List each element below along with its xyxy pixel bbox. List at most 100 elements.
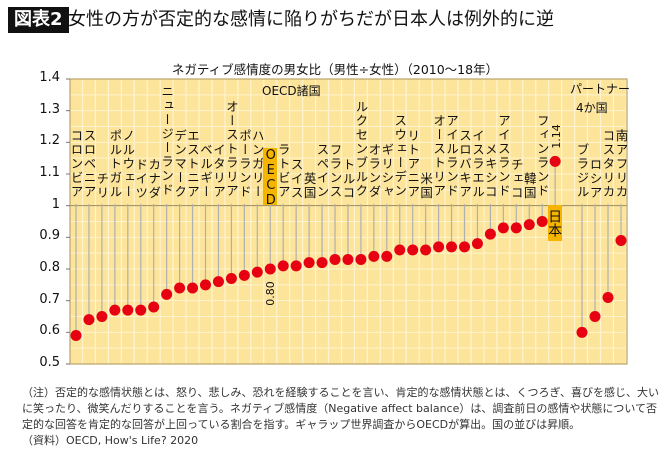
category-label: アイスランド	[495, 114, 511, 198]
category-label: ブラジル	[574, 143, 590, 199]
category-label: ギリシャ	[379, 143, 395, 199]
y-tick-label: 1	[51, 196, 60, 212]
notes: （注）否定的な感情状態とは、怒り、悲しみ、恐れを経験することを言い、肯定的な感情…	[22, 385, 662, 449]
category-label: ドイツ	[133, 157, 149, 200]
category-label: オーストリア	[431, 114, 447, 198]
category-label: ニュージーランド	[159, 85, 175, 197]
value-label-oecd: 0.80	[264, 281, 277, 306]
category-label: 米国	[418, 172, 434, 200]
category-label: スペイン	[314, 143, 330, 199]
data-point	[420, 244, 432, 256]
note-text: （注）否定的な感情状態とは、怒り、悲しみ、恐れを経験することを言い、肯定的な感情…	[22, 386, 660, 431]
category-label: オランダ	[366, 143, 382, 199]
category-label: エストニア	[185, 128, 201, 199]
data-point	[83, 314, 95, 326]
category-label: ラトビア	[275, 143, 291, 199]
chart-title: ネガティブ感情度の男女比（男性÷女性）（2010〜18年）	[171, 62, 499, 77]
data-point	[536, 216, 548, 227]
data-point	[394, 244, 406, 256]
data-point	[342, 254, 354, 265]
data-point	[238, 269, 250, 281]
y-tick-label: 0.6	[39, 323, 60, 339]
category-label: イタリア	[210, 143, 226, 199]
data-point	[200, 279, 211, 291]
data-point	[135, 304, 147, 316]
category-label: イスラエル	[469, 128, 485, 199]
data-point	[523, 219, 535, 231]
category-label: アイルランド	[444, 114, 460, 198]
y-tick-label: 1.3	[39, 101, 60, 117]
data-point	[96, 311, 108, 322]
data-point	[459, 241, 470, 253]
category-label: ロシア	[587, 157, 603, 200]
value-label-japan: 1.14	[549, 124, 563, 150]
group-label-oecd: OECD諸国	[262, 84, 321, 98]
data-point	[433, 241, 445, 253]
category-label: スロベニア	[81, 128, 97, 199]
data-point	[316, 257, 328, 269]
category-label-japan: 日本	[546, 205, 563, 241]
y-tick-label: 0.8	[39, 260, 60, 275]
category-label: ポルトガル	[107, 128, 123, 199]
category-label: スイス	[288, 157, 304, 200]
data-point	[187, 282, 199, 294]
data-point	[290, 260, 302, 272]
data-point	[161, 288, 173, 300]
data-point	[264, 263, 276, 275]
headline: 女性の方が否定的な感情に陥りがちだが日本人は例外的に逆	[68, 9, 554, 30]
category-label: ポーランド	[236, 128, 252, 199]
category-label: コスタリカ	[600, 128, 616, 199]
category-label: スロバキア	[457, 128, 472, 199]
data-point	[225, 273, 237, 284]
category-label-oecd: OECD	[263, 148, 279, 208]
category-label: フランス	[327, 143, 343, 199]
data-point	[381, 250, 393, 262]
group-label-partner-line1: パートナー	[570, 82, 631, 96]
y-tick-label: 1.2	[39, 133, 60, 149]
data-point	[148, 301, 160, 313]
data-point	[303, 257, 315, 269]
data-point	[446, 241, 458, 253]
category-label: メキシコ	[482, 143, 498, 199]
data-point	[70, 330, 82, 341]
plot-border	[69, 78, 628, 365]
category-label: デンマーク	[172, 128, 188, 199]
data-point	[251, 266, 263, 278]
category-label: 南アフリカ	[613, 128, 629, 199]
source-text: （資料）OECD, How's Life? 2020	[22, 434, 199, 447]
data-point	[602, 292, 614, 303]
data-point	[109, 304, 121, 316]
y-tick-label: 1.1	[39, 165, 60, 180]
category-label: ベルギー	[198, 143, 213, 199]
category-label: 韓国	[521, 172, 537, 200]
category-label: チリ	[94, 172, 110, 200]
category-label: リトアニア	[405, 128, 421, 199]
data-point	[576, 326, 588, 338]
group-label-partner-line2: 4か国	[576, 101, 608, 115]
data-point	[510, 222, 522, 234]
data-point	[355, 254, 367, 265]
data-point	[615, 235, 627, 246]
y-tick-label: 0.9	[39, 228, 60, 244]
data-point	[212, 276, 224, 288]
data-point	[407, 244, 419, 256]
category-label: コロンビア	[68, 128, 84, 199]
data-point	[368, 250, 380, 262]
data-point	[122, 304, 134, 316]
category-label: 英国	[301, 172, 317, 200]
data-point	[549, 155, 561, 167]
category-label: フィンランド	[534, 114, 550, 198]
category-label: トルコ	[340, 157, 356, 200]
y-tick-label: 0.7	[39, 291, 60, 307]
data-point	[497, 222, 509, 234]
category-label: ノルウェー	[120, 128, 136, 199]
category-label: カナダ	[146, 157, 162, 200]
y-tick-label: 1.4	[39, 70, 60, 85]
category-label: スウェーデン	[392, 114, 408, 198]
data-point	[174, 282, 186, 294]
data-point	[589, 311, 601, 322]
data-point	[277, 260, 289, 272]
category-label: ルクセンブルク	[353, 99, 369, 198]
data-point	[329, 254, 341, 265]
